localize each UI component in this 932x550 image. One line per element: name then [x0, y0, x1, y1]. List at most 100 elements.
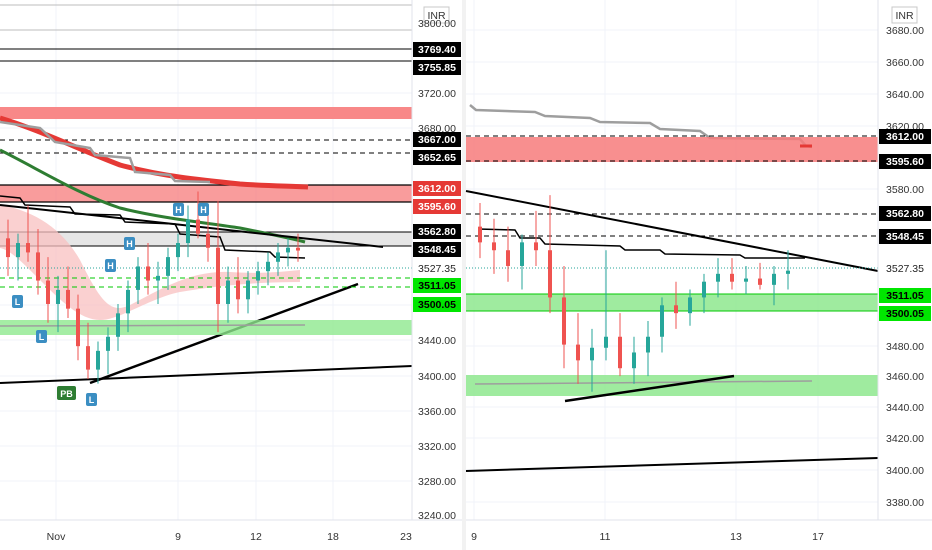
- left-down-trendline: [0, 204, 384, 248]
- marker-h-1-text: H: [175, 205, 182, 215]
- right-candle: [646, 336, 650, 353]
- right-chart-panel[interactable]: INR 3680.00 3660.00 3640.00 3620.00 3580…: [465, 0, 932, 543]
- left-ytick: 3400.00: [418, 371, 456, 383]
- left-label-3652: 3652.65: [418, 152, 456, 164]
- right-ytick: 3400.00: [886, 465, 924, 477]
- left-candle: [206, 233, 210, 248]
- right-support-zone: [466, 294, 878, 311]
- left-candle: [66, 289, 70, 309]
- right-candle: [492, 242, 496, 251]
- right-label-3500: 3500.05: [886, 308, 924, 320]
- right-candle: [506, 250, 510, 266]
- left-partial-top-tick: 3800.00: [418, 18, 456, 30]
- right-ytick: 3480.00: [886, 341, 924, 353]
- left-xtick: 9: [175, 531, 181, 543]
- left-currency-text: INR: [427, 10, 446, 22]
- marker-pb: PB: [57, 386, 76, 400]
- right-label-3562: 3562.80: [886, 208, 924, 220]
- right-ytick: 3460.00: [886, 371, 924, 383]
- left-candle: [126, 289, 130, 314]
- left-candle: [216, 247, 220, 304]
- left-label-3562: 3562.80: [418, 226, 456, 238]
- left-xtick: 18: [327, 531, 339, 543]
- right-up-trendline: [564, 374, 735, 403]
- panel-divider[interactable]: [462, 0, 466, 550]
- left-candle: [136, 266, 140, 290]
- left-ytick: 3320.00: [418, 441, 456, 453]
- right-candle: [534, 242, 538, 251]
- marker-h-3-text: H: [126, 239, 133, 249]
- left-candle: [56, 289, 60, 304]
- right-xtick: 9: [471, 531, 477, 543]
- right-long-trendline: [465, 457, 879, 472]
- left-candle: [76, 308, 80, 347]
- right-candle: [562, 297, 566, 345]
- right-xtick: 11: [600, 531, 611, 543]
- left-black-stepped-line: [0, 195, 306, 259]
- left-candle: [106, 336, 110, 351]
- right-candle: [604, 336, 608, 348]
- left-label-3755: 3755.85: [418, 62, 456, 74]
- right-ytick: 3680.00: [886, 25, 924, 37]
- right-candle: [744, 278, 748, 282]
- right-ytick: 3420.00: [886, 433, 924, 445]
- right-label-3511: 3511.05: [886, 290, 924, 302]
- marker-l-2: L: [36, 330, 47, 343]
- marker-l-2-text: L: [39, 332, 45, 342]
- right-candle: [632, 352, 636, 369]
- left-chart-panel[interactable]: H H H H L L PB L INR 3800.00 3720.00 368…: [0, 0, 462, 543]
- left-label-3667: 3667.00: [418, 134, 456, 146]
- right-candle: [576, 344, 580, 361]
- left-candle: [226, 280, 230, 304]
- right-down-trendline: [465, 190, 879, 272]
- left-label-3511: 3511.05: [418, 280, 456, 292]
- left-ytick: 3360.00: [418, 406, 456, 418]
- marker-l-3-text: L: [89, 395, 95, 405]
- right-candle: [702, 281, 706, 298]
- left-candle: [96, 350, 100, 370]
- right-xtick: 17: [812, 531, 824, 543]
- left-label-3548: 3548.45: [418, 244, 456, 256]
- marker-l-1: L: [12, 295, 23, 308]
- right-candle: [660, 305, 664, 337]
- marker-h-2-text: H: [200, 205, 207, 215]
- left-candle: [16, 243, 20, 258]
- marker-h-3: H: [124, 237, 135, 250]
- left-currency-badge[interactable]: INR: [423, 6, 450, 24]
- left-price-labels: 3769.40 3755.85 3667.00 3652.65 3612.00 …: [413, 42, 461, 312]
- left-candle: [166, 257, 170, 276]
- left-x-ticks: Nov 9 12 18 23: [47, 531, 412, 543]
- right-plot-background: [466, 0, 878, 520]
- left-y-axis-bg: [412, 0, 462, 520]
- left-candles: [6, 191, 300, 384]
- left-candle: [26, 243, 30, 253]
- left-candle: [196, 219, 200, 234]
- left-xtick: 23: [400, 531, 412, 543]
- right-x-ticks: 9 11 13 17: [471, 531, 824, 543]
- right-candle: [730, 273, 734, 282]
- marker-h-4: H: [105, 259, 116, 272]
- right-grid: [466, 0, 878, 520]
- left-resistance-zone: [0, 107, 412, 119]
- right-candle: [478, 226, 482, 243]
- right-currency-text: INR: [895, 10, 914, 22]
- left-upper-zone: [0, 185, 412, 202]
- left-label-3527: 3527.35: [418, 263, 456, 275]
- left-candle: [276, 252, 280, 262]
- left-candle: [286, 247, 290, 253]
- right-candle: [772, 273, 776, 285]
- right-candle: [548, 250, 552, 298]
- left-markers: H H H H L L PB L: [12, 203, 209, 406]
- right-candle: [758, 278, 762, 285]
- right-ytick: 3580.00: [886, 184, 924, 196]
- left-cloud: [0, 205, 300, 320]
- left-support-zone: [0, 320, 412, 335]
- left-xtick: 12: [250, 531, 262, 543]
- left-candle: [156, 275, 160, 281]
- left-y-ticks: 3720.00 3680.00 3440.00 3400.00 3360.00 …: [418, 88, 456, 522]
- left-ytick: 3240.00: [418, 510, 456, 522]
- right-currency-badge[interactable]: INR: [891, 6, 918, 24]
- left-ytick: 3440.00: [418, 335, 456, 347]
- left-candle: [46, 280, 50, 304]
